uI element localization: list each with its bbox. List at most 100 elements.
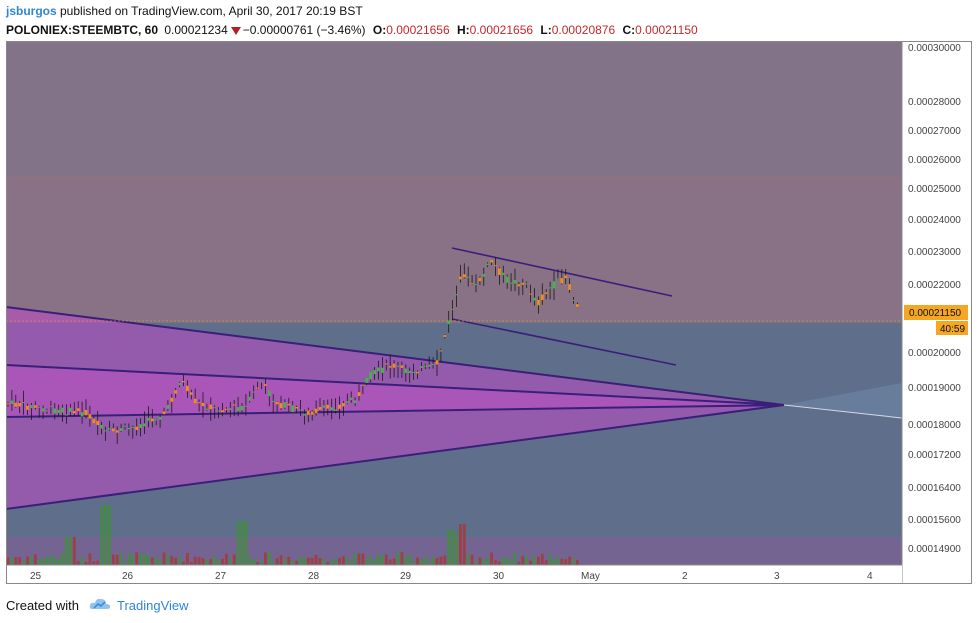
time-tick: 29: [400, 571, 412, 582]
volume-bar: [306, 557, 310, 565]
price-tick: 0.00017200: [908, 450, 961, 461]
candle-body: [96, 420, 100, 425]
candle-body: [548, 287, 552, 289]
candle-body: [232, 404, 236, 406]
candle-body: [147, 417, 150, 421]
candle-body: [482, 273, 486, 277]
time-axis[interactable]: [6, 565, 902, 584]
volume-bar: [533, 556, 536, 565]
volume-bar: [357, 553, 361, 565]
candle-body: [544, 292, 548, 294]
tradingview-link[interactable]: TradingView: [116, 598, 189, 613]
price-chart[interactable]: 0.00030000 0.00028000 0.00027000 0.00026…: [6, 41, 972, 584]
candle-body: [41, 408, 45, 412]
candle-body: [283, 402, 287, 408]
volume-bar: [244, 521, 248, 565]
candle-body: [26, 405, 29, 410]
volume-bar: [135, 552, 139, 565]
candle-body: [572, 299, 575, 301]
candle-body: [260, 381, 263, 383]
candle-body: [443, 335, 447, 337]
price-tick: 0.00014900: [908, 544, 961, 555]
low-label: L:: [540, 23, 552, 37]
volume-bar: [498, 561, 501, 565]
candle-body: [349, 397, 353, 400]
close-label: C:: [622, 23, 636, 37]
candle-body: [119, 428, 123, 432]
candle-body: [76, 408, 80, 412]
candle-body: [576, 304, 579, 308]
volume-bar: [80, 557, 84, 565]
volume-bar: [65, 537, 68, 565]
candle-body: [478, 277, 482, 282]
time-tick: 30: [493, 571, 505, 582]
candle-body: [525, 283, 529, 285]
symbol-label[interactable]: POLONIEX:STEEMBTC, 60: [6, 23, 159, 37]
candle-body: [193, 398, 197, 404]
candle-body: [174, 390, 178, 394]
time-tick: 26: [122, 571, 134, 582]
candle-body: [306, 410, 310, 415]
volume-bar: [334, 558, 337, 565]
volume-bar: [228, 558, 232, 565]
volume-bar: [76, 561, 80, 565]
candle-body: [310, 411, 314, 415]
candle-body: [221, 410, 224, 413]
volume-bar: [412, 561, 415, 565]
volume-bar: [525, 555, 529, 565]
volume-bar: [119, 553, 123, 565]
volume-bar: [474, 561, 478, 565]
candle-body: [537, 299, 540, 306]
price-change: −0.00000761 (−3.46%): [242, 23, 366, 37]
time-tick: 2: [682, 571, 688, 582]
volume-bar: [540, 553, 544, 565]
candle-body: [314, 408, 318, 414]
candle-body: [513, 279, 517, 284]
candle-body: [178, 382, 181, 386]
volume-bar: [26, 556, 29, 565]
volume-bar: [201, 558, 205, 565]
volume-bar: [353, 552, 357, 565]
volume-bar: [197, 557, 201, 565]
volume-bar: [41, 557, 45, 565]
candle-body: [474, 284, 478, 286]
volume-bar: [349, 561, 353, 565]
volume-bar: [537, 556, 540, 565]
volume-bar: [279, 555, 283, 565]
volume-bar: [439, 556, 443, 565]
candlestick-series: [6, 257, 579, 444]
candle-body: [201, 402, 205, 407]
price-tick: 0.00019000: [908, 383, 961, 394]
author-link[interactable]: jsburgos: [6, 4, 57, 18]
volume-bar: [248, 557, 252, 565]
candle-body: [381, 367, 384, 373]
candle-body: [236, 407, 240, 411]
volume-bar: [154, 557, 158, 565]
price-tick: 0.00026000: [908, 155, 961, 166]
candle-body: [540, 294, 544, 300]
volume-bar: [560, 558, 564, 565]
volume-bar: [501, 557, 505, 565]
volume-bar: [420, 559, 423, 565]
candle-body: [365, 377, 369, 383]
volume-bar: [267, 552, 271, 565]
candle-body: [451, 308, 454, 310]
volume-bar: [505, 557, 509, 565]
volume-bar: [322, 558, 326, 565]
volume-bar: [494, 559, 497, 565]
candle-body: [361, 384, 365, 386]
volume-bar: [396, 552, 400, 565]
volume-bar: [158, 560, 162, 565]
volume-bar: [221, 558, 224, 565]
volume-bar: [326, 561, 330, 565]
candle-body: [252, 391, 256, 393]
volume-bar: [100, 505, 103, 565]
candle-body: [490, 259, 493, 263]
candle-body: [568, 284, 571, 290]
footer: Created with TradingView: [6, 597, 189, 614]
volume-bar: [330, 561, 334, 565]
time-tick: 25: [30, 571, 42, 582]
candle-body: [49, 405, 53, 407]
volume-bar: [225, 553, 228, 565]
volume-bar: [84, 561, 88, 565]
